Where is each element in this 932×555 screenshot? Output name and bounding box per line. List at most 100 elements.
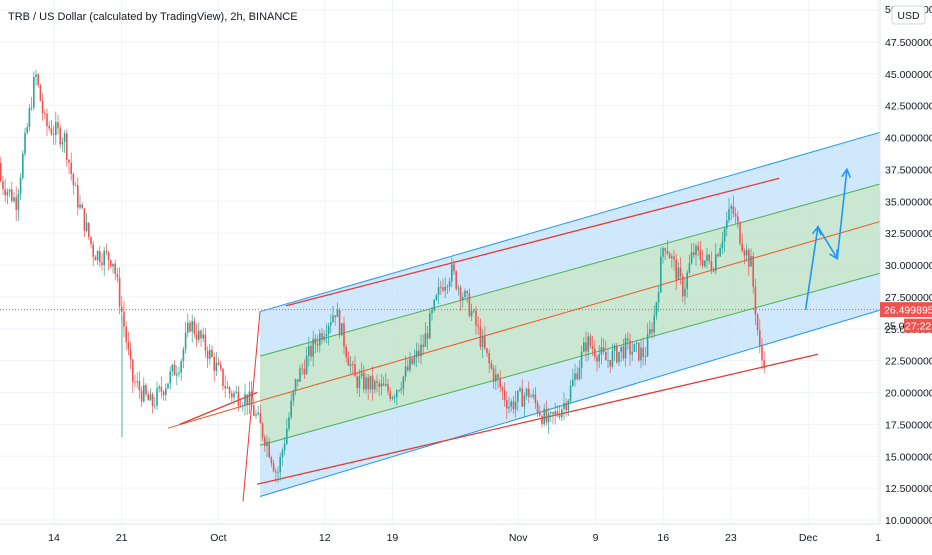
candle-body [699,250,702,260]
countdown-timer: 27:22 [905,321,931,333]
candle-body [495,374,497,382]
candle-body [651,329,653,333]
time-tick-label: Oct [210,532,226,544]
candle-body [470,310,473,317]
candle-body [70,162,72,174]
candle-body [156,388,158,406]
candle-body [189,322,191,332]
candle-body [759,330,761,347]
candle-body [345,346,347,358]
candle-body [422,344,424,347]
candle-body [580,351,583,368]
candle-body [514,401,517,410]
candle-body [129,349,132,360]
candle-body [404,366,407,377]
candle-body [585,342,587,352]
candle-body [444,286,446,291]
candle-body [8,189,11,192]
candle-body [477,325,479,327]
candle-body [336,309,339,318]
candle-body [134,381,136,383]
candle-body [180,361,182,373]
candle-body [334,315,336,318]
candle-body [154,405,156,407]
trend-line-middle[interactable] [179,391,258,425]
candle-body [107,252,110,261]
candle-body [453,264,455,272]
candle-body [90,236,92,245]
price-tick-label: 15.000000 [885,451,932,463]
channel-upper-line[interactable] [259,131,881,313]
channel-drawings[interactable] [167,131,881,502]
candle-body [244,394,246,406]
candle-body [321,333,323,340]
candle-body [457,287,460,289]
projection-path[interactable] [804,169,848,310]
time-axis[interactable]: 14 21 Oct 12 19 Nov 9 16 23 Dec 1 [0,523,881,544]
candle-body [136,381,138,383]
candle-body [231,393,233,398]
candle-body [662,248,664,257]
candle-body [358,376,361,389]
candle-body [420,344,422,357]
candle-body [286,428,288,444]
candle-body [629,340,631,355]
candle-body [72,173,75,186]
candle-body [96,251,99,261]
channel-lower-line[interactable] [259,309,881,498]
candle-body [572,379,574,386]
candle-body [567,400,570,411]
candle-body [330,322,332,326]
candle-body [6,191,9,196]
candle-body [325,334,328,337]
candle-body [435,295,438,300]
candle-body [646,334,649,357]
candle-body [523,395,526,407]
candle-body [253,405,255,416]
candle-body [279,457,281,473]
candle-body [640,347,642,361]
candle-body [697,245,699,251]
price-axis[interactable]: 50.000000 47.50000045.00000042.50000040.… [879,0,932,527]
candle-body [116,273,119,278]
channel-anchor-edge[interactable] [242,311,261,502]
candle-body [462,297,464,300]
currency-button[interactable]: USD [891,5,926,25]
candle-body [519,388,521,391]
candle-body [242,405,244,407]
candle-body [473,310,475,312]
candle-body [677,267,680,280]
trend-line-lower[interactable] [256,353,819,485]
candle-body [532,394,534,397]
candle-body [59,128,61,145]
candle-body [723,228,726,242]
candle-body [376,381,378,383]
price-tick-label: 20.000000 [885,388,932,400]
candle-body [13,197,15,201]
candle-body [112,263,114,267]
candle-body [666,250,669,254]
current-price-label: 26.499895 [880,302,932,318]
candle-body [123,311,125,327]
channel-lower-mid-line[interactable] [259,272,881,446]
candle-body [631,351,633,355]
candle-body [550,412,552,414]
candle-body [26,127,28,133]
candle-body [217,362,220,365]
price-tick-label: 27.500000 [885,292,932,304]
candle-body [754,286,757,315]
time-tick-label: 23 [725,532,737,544]
projection-arrow[interactable] [804,167,852,310]
candle-body [162,391,165,396]
candle-body [250,391,253,406]
candle-body [393,397,396,399]
channel-upper-mid-line[interactable] [259,183,881,357]
trend-line-upper[interactable] [285,177,780,307]
candle-body [327,325,330,335]
candle-body [61,141,64,145]
channel-median-line[interactable] [259,221,881,402]
time-tick-label: 9 [593,532,599,544]
candle-body [88,222,90,237]
